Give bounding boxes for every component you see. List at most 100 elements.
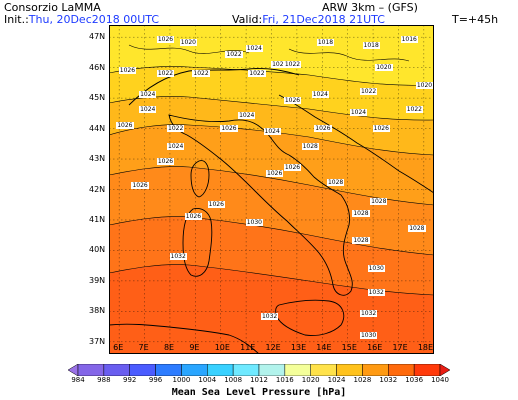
latitude-tick-label: 39N bbox=[89, 275, 106, 285]
longitude-tick-label: 13E bbox=[290, 343, 307, 352]
colorbar-level-label: 1040 bbox=[431, 376, 449, 384]
isobar-label: 1032 bbox=[359, 310, 378, 318]
colorbar-swatch bbox=[284, 364, 311, 376]
isobar-label: 1032 bbox=[260, 313, 279, 321]
longitude-tick-label: 17E bbox=[392, 343, 408, 352]
colorbar-level-label: 996 bbox=[148, 376, 163, 384]
init-time: Init.:Thu, 20Dec2018 00UTC bbox=[4, 14, 159, 26]
latitude-tick-label: 43N bbox=[89, 154, 106, 164]
longitude-tick-label: 16E bbox=[367, 343, 383, 352]
longitude-tick-label: 14E bbox=[316, 343, 332, 352]
pressure-band bbox=[109, 124, 434, 205]
isobar-label: 1022 bbox=[405, 106, 423, 114]
isobar-label: 1026 bbox=[266, 170, 284, 178]
latitude-tick-label: 41N bbox=[89, 214, 106, 224]
latitude-tick-label: 44N bbox=[89, 123, 106, 133]
isobar-label: 1018 bbox=[316, 39, 335, 47]
isobar-label: 1026 bbox=[314, 124, 332, 132]
colorbar-swatch bbox=[258, 364, 286, 376]
isobar-label: 1028 bbox=[326, 179, 345, 187]
isobar-label: 1020 bbox=[415, 81, 434, 89]
isobar-label: 1024 bbox=[263, 127, 281, 135]
init-value: Thu, 20Dec2018 00UTC bbox=[28, 13, 160, 26]
isobar-label: 1032 bbox=[169, 252, 187, 260]
isobar-line bbox=[288, 48, 410, 62]
isobar-label: 1026 bbox=[131, 182, 149, 190]
valid-time: Valid:Fri, 21Dec2018 21UTC bbox=[232, 14, 385, 26]
isobar-label: 1024 bbox=[311, 91, 330, 99]
latitude-tick-label: 40N bbox=[89, 245, 106, 255]
colorbar-level-label: 984 bbox=[71, 376, 85, 384]
source-title: Consorzio LaMMA bbox=[4, 1, 101, 14]
longitude-tick-label: 7E bbox=[138, 343, 149, 352]
isobar-label: 1022 bbox=[192, 69, 210, 77]
isobar-line bbox=[128, 44, 250, 54]
init-label: Init.: bbox=[4, 13, 29, 26]
latitude-tick-label: 42N bbox=[89, 184, 106, 194]
longitude-tick-label: 6E bbox=[113, 343, 124, 352]
isobar-label: 1022 bbox=[225, 51, 243, 59]
colorbar-swatch bbox=[336, 364, 363, 376]
isobar-label: 1026 bbox=[156, 36, 175, 44]
isobar-label: 1032 bbox=[367, 289, 385, 297]
valid-label: Valid: bbox=[232, 13, 263, 26]
colorbar-swatch bbox=[129, 364, 156, 376]
isobar-label: 1021 bbox=[271, 60, 289, 68]
isobar-label: 1024 bbox=[139, 106, 157, 114]
longitude-tick-label: 8E bbox=[163, 343, 175, 352]
isobar-line bbox=[109, 124, 434, 156]
longitude-tick-label: 18E bbox=[417, 343, 434, 352]
isobar-label: 1026 bbox=[207, 200, 225, 208]
isobar-label: 1024 bbox=[167, 142, 185, 150]
longitude-tick-label: 10E bbox=[214, 343, 230, 352]
isobar-label: 1020 bbox=[179, 39, 197, 47]
isobar-label: 1028 bbox=[370, 197, 388, 205]
colorbar-level-label: 1032 bbox=[379, 376, 398, 384]
colorbar-swatch bbox=[232, 364, 260, 376]
latitude-tick-label: 47N bbox=[89, 32, 106, 42]
isobar-label: 1030 bbox=[359, 331, 378, 339]
colorbar-swatch bbox=[413, 364, 441, 376]
colorbar-level-label: 988 bbox=[97, 376, 111, 384]
isobar-label: 1024 bbox=[139, 91, 157, 99]
longitude-tick-label: 11E bbox=[240, 343, 256, 352]
longitude-tick-label: 15E bbox=[341, 343, 357, 352]
isobar-label: 1022 bbox=[156, 69, 175, 77]
isobar-label: 1026 bbox=[283, 97, 302, 105]
balkan-coastline bbox=[278, 94, 434, 194]
longitude-tick-label: 9E bbox=[189, 343, 200, 352]
map-border bbox=[109, 25, 434, 354]
colorbar-level-label: 1036 bbox=[405, 376, 424, 384]
isobar-label: 1026 bbox=[220, 124, 238, 132]
valid-value: Fri, 21Dec2018 21UTC bbox=[262, 13, 385, 26]
alps-ridge bbox=[128, 68, 300, 106]
isobar-label: 1024 bbox=[238, 112, 256, 120]
isobar-line bbox=[109, 216, 434, 256]
colorbar-max-arrow bbox=[439, 364, 450, 376]
colorbar-swatch bbox=[388, 364, 415, 376]
colorbar-level-label: 1028 bbox=[353, 376, 372, 384]
latitude-tick-label: 46N bbox=[89, 62, 106, 72]
isobar-label: 1026 bbox=[372, 124, 390, 132]
isobar-label: 1020 bbox=[375, 63, 393, 71]
isobar-label: 1018 bbox=[362, 42, 380, 50]
isobar-label: 1026 bbox=[116, 121, 134, 129]
colorbar-swatch bbox=[362, 364, 389, 376]
colorbar-swatch bbox=[103, 364, 130, 376]
corsica-coastline bbox=[190, 160, 210, 198]
latitude-tick-label: 45N bbox=[89, 93, 106, 103]
isobar-label: 1024 bbox=[245, 45, 263, 53]
isobar-label: 1022 bbox=[248, 69, 266, 77]
colorbar-level-label: 992 bbox=[123, 376, 137, 384]
isobar-label: 1026 bbox=[156, 158, 175, 166]
pressure-map: 1026 1020 1024 1018 1018 1016 1022 1021 1022 1026… bbox=[109, 25, 434, 354]
colorbar-min-arrow bbox=[68, 364, 79, 376]
colorbar-swatch bbox=[77, 364, 105, 376]
isobar-label: 1030 bbox=[367, 264, 385, 272]
colorbar-level-label: 1008 bbox=[224, 376, 243, 384]
isobar-label: 1026 bbox=[184, 212, 203, 220]
colorbar-level-label: 1016 bbox=[275, 376, 294, 384]
colorbar bbox=[68, 364, 450, 376]
colorbar-swatch bbox=[207, 364, 234, 376]
isobar-label: 1028 bbox=[408, 225, 426, 233]
